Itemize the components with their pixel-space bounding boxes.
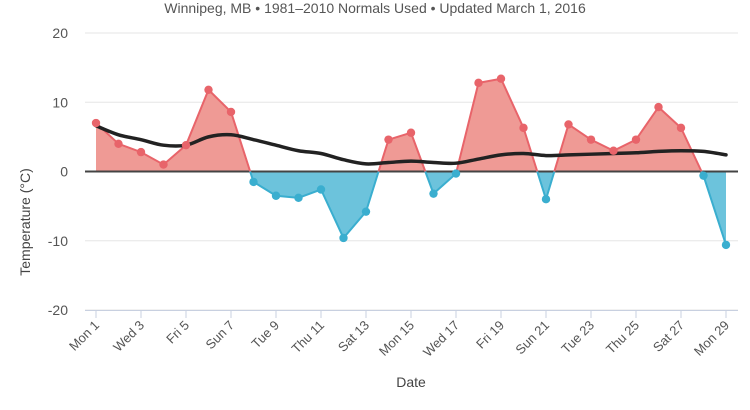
above-normal-line: [377, 131, 427, 172]
above-normal-area: [554, 107, 702, 172]
normal-temperature-line: [94, 124, 728, 166]
x-tick-label: Sun 21: [512, 318, 552, 358]
point-above: [204, 85, 213, 94]
point-above: [631, 135, 641, 144]
point-above: [609, 146, 618, 155]
chart-subtitle: Winnipeg, MB • 1981–2010 Normals Used • …: [164, 0, 586, 16]
x-tick-label: Mon 1: [66, 318, 102, 354]
above-normal-line: [553, 105, 703, 172]
y-axis-title: Temperature (°C): [17, 168, 33, 276]
point-above: [384, 135, 393, 144]
point-above: [136, 147, 146, 157]
point-above: [181, 140, 191, 150]
y-axis-ticks: 20 10 0 -10 -20: [48, 25, 68, 318]
x-tick-label: Mon 29: [691, 318, 732, 359]
y-tick-label: -10: [48, 233, 68, 249]
point-below: [361, 207, 371, 216]
x-tick-label: Tue 9: [248, 318, 282, 352]
below-normal-area: [537, 171, 555, 200]
x-axis-title: Date: [396, 374, 426, 390]
y-tick-label: 10: [52, 94, 68, 110]
below-normal-area: [701, 171, 726, 245]
x-tick-label: Thu 25: [603, 318, 642, 357]
point-above: [676, 123, 686, 133]
point-below: [294, 193, 303, 203]
point-above: [564, 120, 573, 129]
point-above: [519, 123, 528, 133]
y-tick-label: 20: [52, 25, 68, 41]
data-points: [91, 74, 731, 250]
point-below: [339, 233, 348, 243]
point-below: [451, 169, 461, 178]
below-normal-area: [250, 171, 379, 238]
above-normal-area: [456, 78, 538, 172]
point-above: [586, 135, 596, 144]
point-below: [541, 195, 551, 204]
x-axis: Mon 1 Wed 3 Fri 5 Sun 7 Tue 9 Thu 11 Sat 13 Mon…: [66, 310, 738, 360]
point-above: [91, 118, 101, 128]
below-normal-area: [425, 171, 457, 194]
x-tick-label: Wed 3: [110, 318, 147, 355]
point-below: [429, 189, 438, 198]
point-above: [496, 74, 506, 83]
point-above: [406, 128, 416, 137]
x-tick-label: Thu 11: [289, 318, 328, 357]
x-tick-label: Sat 27: [650, 318, 687, 355]
point-below: [721, 240, 731, 250]
y-tick-label: 0: [60, 164, 68, 180]
point-below: [316, 185, 326, 194]
x-tick-label: Fri 5: [163, 318, 192, 347]
below-normal-line: [249, 171, 380, 240]
x-tick-label: Sun 7: [202, 318, 237, 353]
y-tick-label: -20: [48, 302, 68, 318]
above-normal-area: [96, 89, 251, 172]
x-tick-label: Mon 15: [376, 318, 417, 359]
point-below: [249, 177, 258, 187]
x-tick-label: Sat 13: [335, 318, 372, 355]
x-tick-label: Tue 23: [558, 318, 597, 357]
point-below: [699, 171, 708, 180]
x-tick-label: Wed 17: [420, 318, 462, 360]
x-tick-label: Fri 19: [473, 318, 507, 352]
point-below: [271, 191, 281, 200]
point-above: [474, 78, 483, 88]
point-above: [654, 102, 663, 112]
point-above: [114, 139, 123, 148]
point-above: [226, 107, 236, 117]
point-above: [159, 160, 168, 169]
